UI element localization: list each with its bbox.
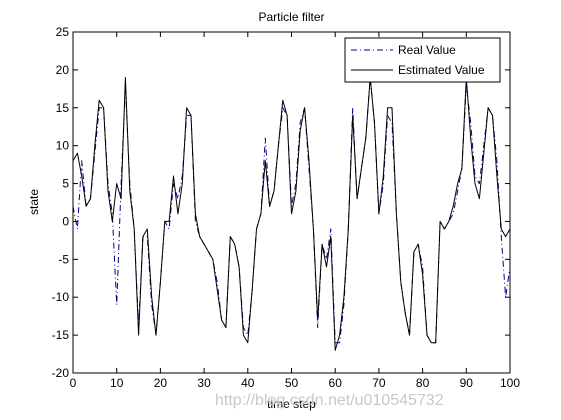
y-tick-label: -5 [58,252,69,266]
legend: Real Value Estimated Value [344,37,501,83]
y-tick-label: -20 [52,366,70,380]
y-tick-label: -15 [52,328,70,342]
x-tick-label: 80 [416,376,430,390]
ticks-layer: 0 10 20 30 40 50 60 70 80 90 100 -20 -15 -10 -5 0 5 10 15 2… [52,25,521,390]
watermark: http://blog.csdn.net/u010545732 [215,392,444,409]
y-axis-label: state [27,189,41,215]
y-tick-label: 10 [56,139,70,153]
series-line-estimated-value [72,77,511,351]
x-tick-label: 10 [110,376,124,390]
y-tick-label: 20 [56,63,70,77]
x-tick-label: 0 [70,376,77,390]
x-tick-label: 90 [460,376,474,390]
chart-title: Particle filter [258,10,324,24]
legend-label-real-value: Real Value [398,43,456,57]
x-tick-label: 70 [372,376,386,390]
y-tick-label: -10 [52,290,70,304]
x-axis-label: time step [267,397,316,411]
x-tick-label: 30 [197,376,211,390]
x-tick-label: 40 [241,376,255,390]
y-tick-label: 5 [62,177,69,191]
x-tick-label: 100 [500,376,520,390]
series-layer [72,77,511,351]
legend-label-estimated-value: Estimated Value [398,63,485,77]
x-tick-label: 50 [285,376,299,390]
x-tick-label: 20 [154,376,168,390]
legend-box [344,37,501,83]
y-tick-label: 0 [62,214,69,228]
y-tick-label: 15 [56,101,70,115]
y-tick-label: 25 [56,25,70,39]
x-tick-label: 60 [329,376,343,390]
